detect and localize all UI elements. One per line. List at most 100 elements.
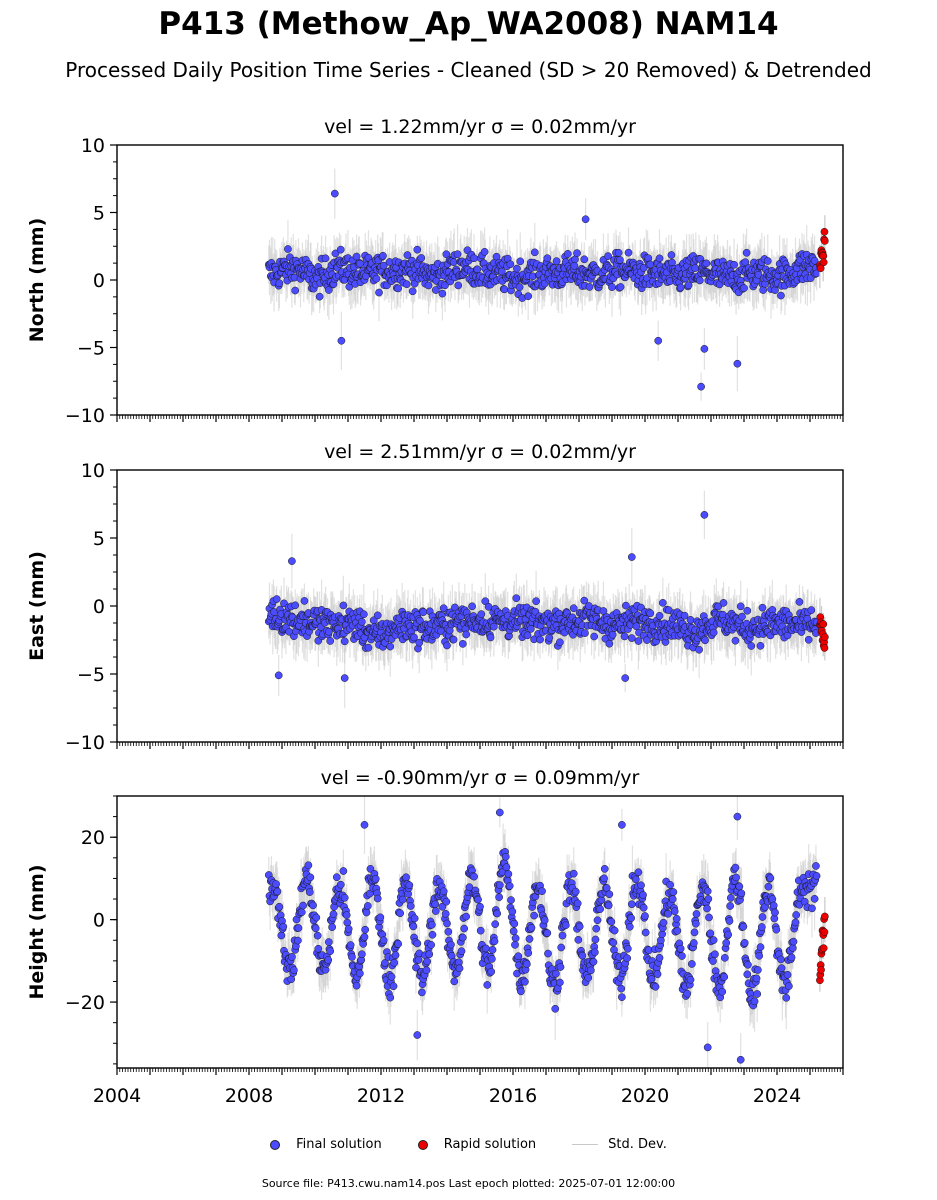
final-point xyxy=(372,274,381,283)
final-point xyxy=(581,215,590,224)
final-point xyxy=(515,283,524,292)
y-tick-label: 0 xyxy=(93,596,105,618)
final-point xyxy=(366,865,375,873)
final-point xyxy=(604,252,612,260)
rapid-point xyxy=(819,620,828,628)
final-point xyxy=(702,259,711,268)
rapid-point xyxy=(820,644,829,652)
final-point xyxy=(686,616,695,624)
final-point xyxy=(415,638,424,647)
y-tick-label: 5 xyxy=(93,203,105,225)
final-point xyxy=(741,258,750,267)
final-point xyxy=(339,601,348,610)
final-point xyxy=(763,257,772,265)
final-point xyxy=(340,674,349,682)
final-point xyxy=(512,594,521,603)
final-point xyxy=(272,595,281,603)
final-point xyxy=(532,597,540,606)
final-point xyxy=(305,888,314,896)
figure-title: P413 (Methow_Ap_WA2008) NAM14 xyxy=(158,6,779,42)
final-point xyxy=(627,553,636,561)
final-point xyxy=(695,276,704,285)
final-point xyxy=(419,608,428,617)
y-tick-label: −5 xyxy=(77,664,105,686)
final-point xyxy=(325,938,333,946)
final-point xyxy=(810,256,819,265)
final-point xyxy=(680,611,689,620)
final-point xyxy=(580,596,589,605)
final-point xyxy=(379,261,388,270)
final-point xyxy=(403,251,412,259)
final-point xyxy=(733,359,742,368)
final-point xyxy=(740,284,748,292)
final-point xyxy=(373,611,382,620)
final-point xyxy=(342,911,351,919)
final-point xyxy=(616,256,624,264)
final-point xyxy=(473,265,482,274)
rapid-point xyxy=(820,227,829,236)
final-point xyxy=(373,894,382,903)
final-point xyxy=(441,281,449,290)
final-point xyxy=(291,601,300,610)
final-point xyxy=(340,637,349,646)
final-point xyxy=(361,925,370,934)
final-point xyxy=(795,598,804,606)
final-point xyxy=(442,250,451,259)
final-point xyxy=(290,966,298,975)
final-point xyxy=(714,602,723,611)
final-point xyxy=(325,627,333,636)
final-point xyxy=(311,924,320,933)
final-point xyxy=(449,258,458,266)
final-point xyxy=(486,633,495,642)
final-point xyxy=(272,880,280,888)
final-point xyxy=(480,247,489,256)
final-point xyxy=(616,283,625,291)
final-point xyxy=(627,634,636,642)
final-point xyxy=(701,636,709,645)
final-point xyxy=(655,611,664,620)
final-point xyxy=(371,874,380,883)
final-point xyxy=(410,633,418,642)
final-point xyxy=(402,280,411,289)
final-point xyxy=(424,281,433,290)
final-point xyxy=(336,880,345,889)
final-point xyxy=(691,264,700,272)
final-point xyxy=(288,953,296,961)
final-point xyxy=(288,557,296,565)
final-point xyxy=(563,250,572,258)
final-point xyxy=(742,248,751,257)
final-point xyxy=(573,249,581,257)
final-point xyxy=(314,944,323,953)
panel-east: vel = 2.51mm/yr σ = 0.02mm/yr East (mm) −1… xyxy=(26,441,844,754)
final-point xyxy=(321,254,330,263)
final-point xyxy=(453,250,462,259)
final-point xyxy=(297,908,306,917)
final-point xyxy=(348,953,356,961)
final-point xyxy=(643,636,651,644)
height-final-points xyxy=(264,808,821,1064)
east-rapid-points xyxy=(816,597,829,661)
final-point xyxy=(279,922,288,931)
final-point xyxy=(462,630,470,639)
final-point xyxy=(417,254,426,262)
final-point xyxy=(655,254,664,263)
final-point xyxy=(545,633,554,642)
rapid-point xyxy=(821,633,829,641)
final-point xyxy=(274,671,283,680)
final-point xyxy=(634,637,643,645)
final-point xyxy=(299,901,307,910)
final-point xyxy=(363,902,372,910)
final-point xyxy=(536,635,544,644)
final-point xyxy=(362,908,371,917)
final-point xyxy=(324,956,333,964)
final-point xyxy=(330,189,339,198)
final-point xyxy=(804,635,813,644)
final-point xyxy=(524,292,533,301)
y-tick-label: 0 xyxy=(93,270,105,292)
final-point xyxy=(622,601,630,610)
final-point xyxy=(275,902,284,911)
rapid-point xyxy=(821,237,829,245)
final-point xyxy=(328,923,337,931)
final-point xyxy=(300,597,309,605)
final-point xyxy=(697,382,705,391)
